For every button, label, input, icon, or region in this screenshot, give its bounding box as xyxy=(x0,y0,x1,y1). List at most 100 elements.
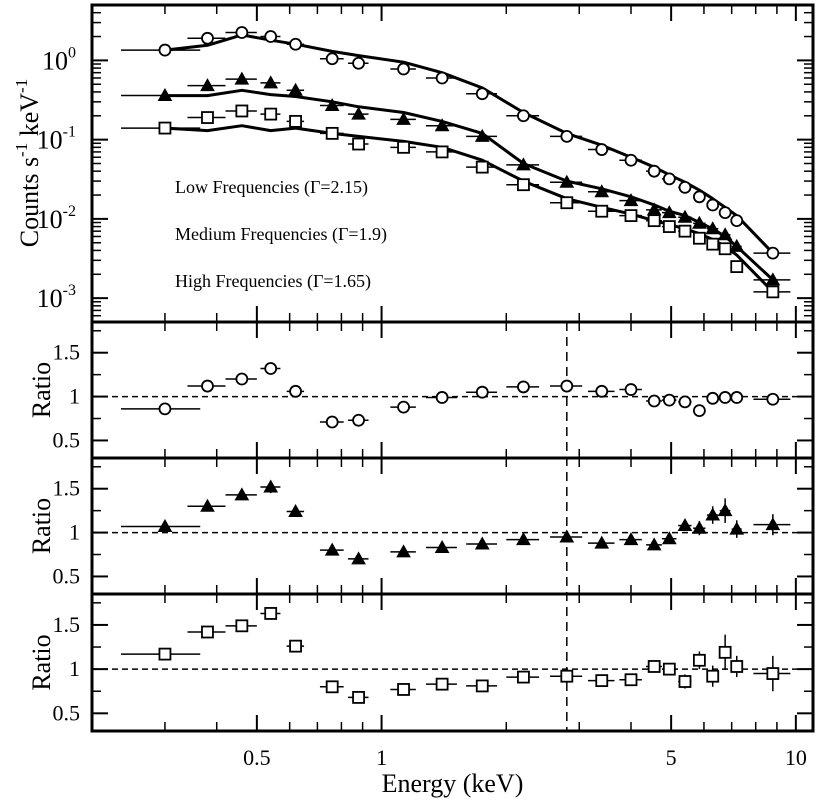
ratio-point xyxy=(516,532,531,546)
ratio-series-open-circle xyxy=(121,362,791,429)
ratio-point xyxy=(263,479,279,493)
data-point xyxy=(201,31,214,45)
ratio-point xyxy=(678,395,692,409)
y-tick-exponent: -3 xyxy=(63,282,76,299)
data-point xyxy=(289,114,302,128)
ratio-point xyxy=(624,673,638,687)
y-tick-label: 10-2 xyxy=(37,203,76,234)
ratio-point xyxy=(396,544,411,558)
ratio-point xyxy=(706,669,720,683)
x-tick-label: 0.5 xyxy=(243,745,271,770)
ratio-point xyxy=(706,391,720,405)
data-point xyxy=(623,193,639,207)
data-point xyxy=(560,196,574,210)
data-point xyxy=(647,164,661,178)
ratio-point xyxy=(288,504,303,518)
data-point xyxy=(692,190,706,204)
data-point xyxy=(730,260,744,274)
y-label-main: Counts s xyxy=(15,157,44,247)
ratio-point xyxy=(661,531,677,545)
data-point xyxy=(595,143,609,156)
y-tick-label: 1 xyxy=(69,656,80,681)
series-open-circle xyxy=(121,26,791,260)
ratio-point xyxy=(729,521,745,535)
data-point xyxy=(678,180,692,194)
data-point xyxy=(235,104,249,118)
ratio-point xyxy=(351,551,366,565)
y-label-unit: keV xyxy=(15,93,44,143)
data-point xyxy=(158,43,172,57)
ratio-point xyxy=(235,619,249,633)
ratio-point xyxy=(662,662,676,676)
data-point xyxy=(517,109,530,123)
y-label-exp: -1 xyxy=(12,143,31,157)
ratio-point xyxy=(435,677,449,691)
x-tick-label: 10 xyxy=(785,745,807,770)
ratio-point xyxy=(560,669,574,683)
ratio-point xyxy=(352,691,365,704)
y-tick-label: 1.5 xyxy=(53,612,81,637)
ratio-point xyxy=(235,372,249,386)
legend-entry: Low Frequencies (Γ=2.15) xyxy=(175,177,368,198)
data-point xyxy=(158,121,172,135)
ratio-point xyxy=(623,532,639,546)
ratio-axis-label: Ratio xyxy=(27,634,56,690)
data-point xyxy=(559,174,575,188)
data-point xyxy=(560,129,574,143)
data-point xyxy=(766,246,780,260)
data-point xyxy=(435,145,449,159)
ratio-point xyxy=(647,394,661,408)
data-point xyxy=(624,209,638,223)
ratio-axis-label: Ratio xyxy=(27,362,56,418)
data-point xyxy=(325,52,339,66)
ratio-point xyxy=(705,507,721,521)
data-point xyxy=(647,214,661,228)
data-point xyxy=(264,30,278,43)
ratio-point xyxy=(435,391,449,404)
data-point xyxy=(717,227,733,241)
series-filled-triangle xyxy=(121,71,791,286)
data-point xyxy=(435,71,449,85)
ratio-point xyxy=(646,537,662,551)
data-point xyxy=(264,107,278,121)
y-tick-base: 10 xyxy=(37,284,63,313)
ratio-point xyxy=(766,392,780,406)
panel-frame xyxy=(90,592,815,733)
y-tick-label: 10-3 xyxy=(37,282,76,313)
ratio-point xyxy=(234,487,250,501)
ratio-point xyxy=(289,639,302,653)
ratio-axis-label: Ratio xyxy=(27,498,56,554)
ratio-point xyxy=(475,385,489,399)
ratio-point xyxy=(678,675,692,688)
ratio-point xyxy=(200,498,215,512)
ratio-point xyxy=(766,667,780,680)
x-tick-label: 1 xyxy=(376,745,387,770)
ratio-series-filled-triangle xyxy=(121,479,791,565)
model-line xyxy=(164,124,774,293)
data-point xyxy=(474,128,490,142)
y-axis-label: Counts s-1 keV-1 xyxy=(12,79,44,247)
ratio-point xyxy=(158,402,172,416)
y-tick-exponent: -2 xyxy=(63,203,76,220)
data-point xyxy=(235,26,249,39)
data-point xyxy=(396,111,411,125)
data-point xyxy=(718,242,732,256)
data-point xyxy=(678,224,692,238)
data-point xyxy=(516,157,531,171)
data-point xyxy=(662,172,676,186)
y-label-exp: -1 xyxy=(12,79,31,93)
data-point xyxy=(289,37,302,51)
ratio-point xyxy=(158,647,172,661)
ratio-point xyxy=(325,415,339,429)
data-point xyxy=(718,206,732,220)
ratio-point xyxy=(352,413,365,427)
y-tick-label: 1 xyxy=(69,520,80,545)
y-tick-base: 10 xyxy=(37,126,63,155)
data-point xyxy=(624,153,638,167)
y-tick-exponent: 0 xyxy=(68,44,76,61)
data-point xyxy=(352,56,365,70)
y-tick-label: 1.5 xyxy=(53,340,81,365)
data-point xyxy=(200,78,215,92)
data-point xyxy=(765,272,781,286)
data-point xyxy=(397,62,410,76)
